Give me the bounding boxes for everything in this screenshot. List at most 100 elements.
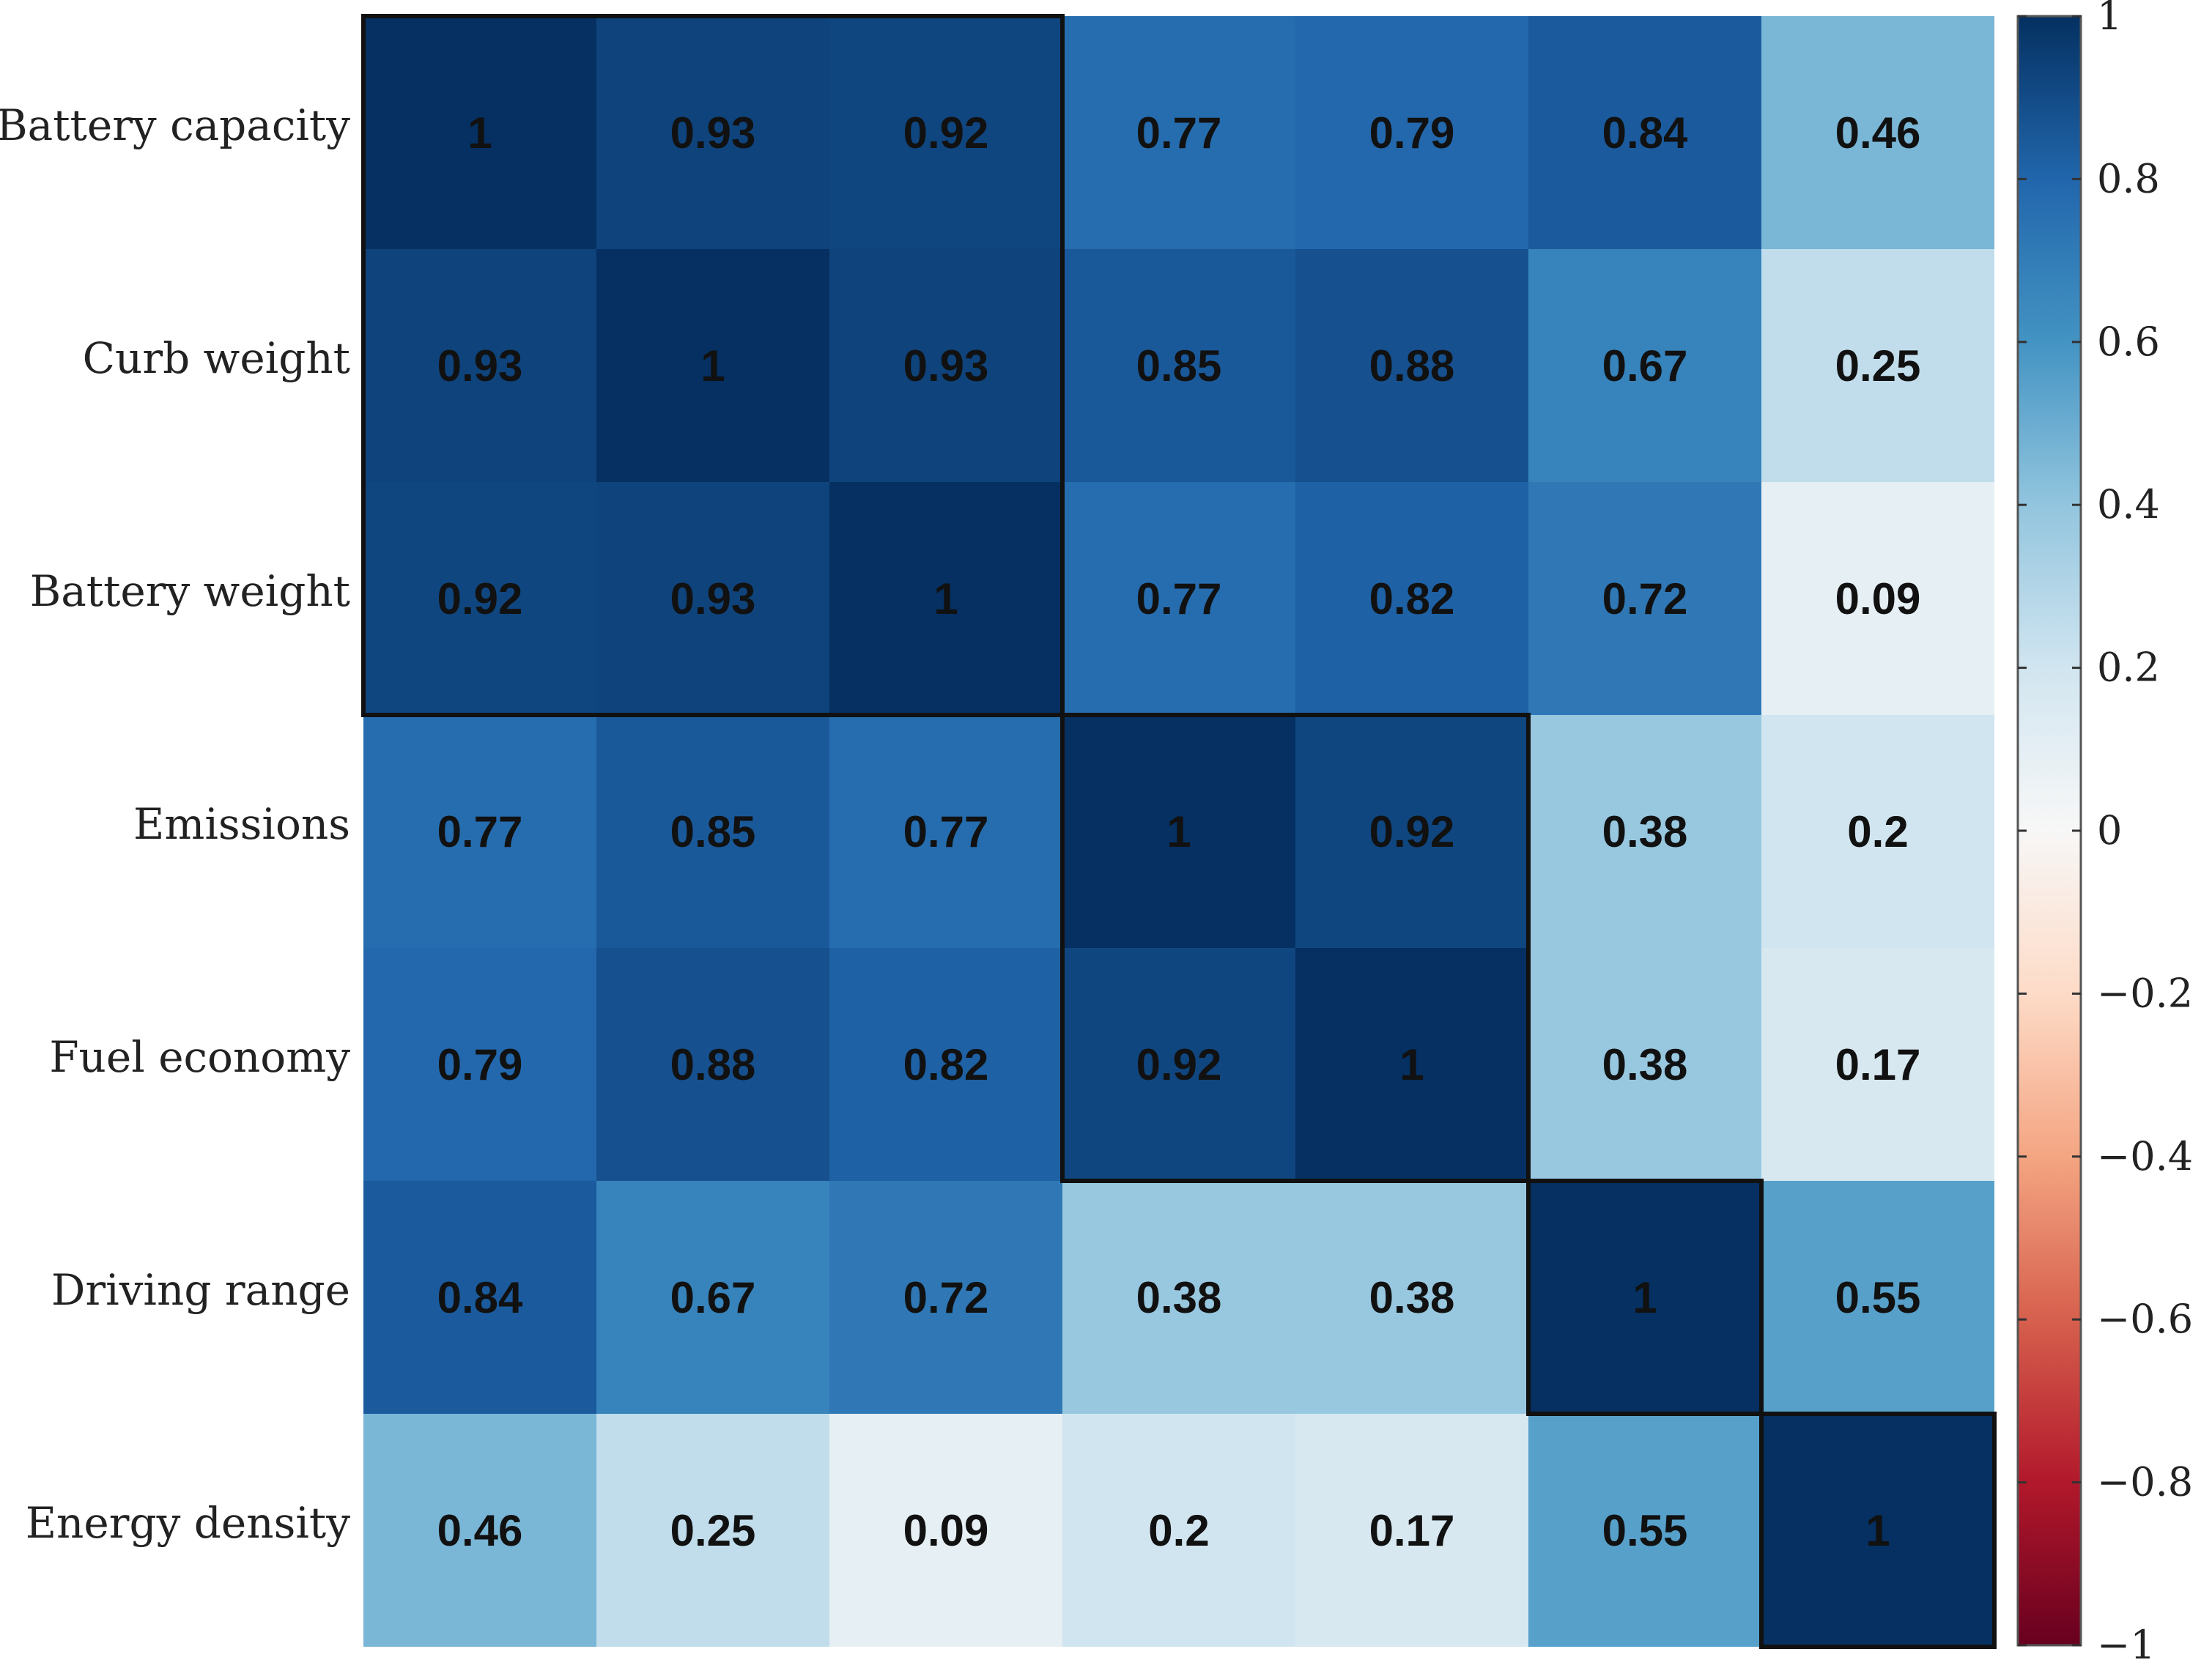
heatmap-cell-r4-c6 — [1761, 948, 1994, 1181]
cell-value-label: 0.93 — [670, 108, 756, 157]
cell-value-label: 0.82 — [903, 1040, 989, 1089]
heatmap-cell-r6-c5 — [1528, 1414, 1761, 1647]
heatmap-cell-r2-c0 — [363, 482, 596, 715]
cell-value-label: 0.17 — [1835, 1040, 1921, 1089]
heatmap-cell-r0-c0 — [363, 16, 596, 249]
cell-value-label: 0.85 — [1136, 341, 1222, 390]
heatmap-cell-r3-c2 — [829, 715, 1062, 948]
heatmap-cell-r3-c1 — [596, 715, 829, 948]
colorbar-tick-label: −0.2 — [2097, 970, 2193, 1016]
heatmap-cell-r1-c6 — [1761, 249, 1994, 482]
cell-value-label: 0.17 — [1369, 1506, 1455, 1555]
heatmap-cell-r3-c6 — [1761, 715, 1994, 948]
colorbar-tick-label: −0.4 — [2097, 1133, 2193, 1179]
heatmap-cell-r0-c5 — [1528, 16, 1761, 249]
cell-value-label: 0.93 — [670, 574, 756, 623]
heatmap-cell-labels: 1 0.93 0.92 0.77 0.79 0.84 0.46 0.93 1 0.93 0.85 0.… — [437, 108, 1921, 1555]
cluster-box-4 — [1759, 1412, 1997, 1649]
heatmap-cell-r1-c2 — [829, 249, 1062, 482]
heatmap-cell-r0-c4 — [1295, 16, 1528, 249]
colorbar-tick-label: 0.8 — [2097, 155, 2160, 201]
heatmap-cell-r3-c3 — [1062, 715, 1295, 948]
row-labels: Battery capacity Curb weight Battery weigh… — [0, 100, 350, 1548]
heatmap-cell-r6-c3 — [1062, 1414, 1295, 1647]
colorbar-tick-label: 0.2 — [2097, 645, 2160, 691]
heatmap-cell-r0-c3 — [1062, 16, 1295, 249]
cell-value-label: 0.38 — [1602, 1040, 1688, 1089]
cluster-box-3 — [1526, 1179, 1764, 1416]
cell-value-label: 0.46 — [437, 1506, 523, 1555]
cell-value-label: 0.72 — [1602, 574, 1688, 623]
cell-value-label: 0.79 — [437, 1040, 523, 1089]
row-label: Emissions — [133, 799, 350, 849]
colorbar-tick-label: −0.8 — [2097, 1459, 2193, 1505]
cell-value-label: 0.84 — [437, 1273, 523, 1322]
colorbar-tick-label: 0.4 — [2097, 481, 2160, 527]
heatmap-cell-r4-c2 — [829, 948, 1062, 1181]
cell-value-label: 0.38 — [1602, 807, 1688, 856]
heatmap-cell-r1-c1 — [596, 249, 829, 482]
heatmap-cell-r1-c0 — [363, 249, 596, 482]
cell-value-label: 0.38 — [1369, 1273, 1455, 1322]
cell-value-label: 0.77 — [1136, 574, 1222, 623]
cell-value-label: 1 — [1865, 1506, 1890, 1555]
heatmap-cell-r6-c1 — [596, 1414, 829, 1647]
heatmap-cell-r4-c4 — [1295, 948, 1528, 1181]
cell-value-label: 1 — [700, 341, 725, 390]
cell-value-label: 0.88 — [1369, 341, 1455, 390]
colorbar-tick-label: −1 — [2097, 1622, 2156, 1668]
cell-value-label: 0.2 — [1148, 1506, 1209, 1555]
colorbar-tick-label: 0 — [2097, 807, 2122, 853]
heatmap-cell-r2-c3 — [1062, 482, 1295, 715]
cell-value-label: 0.2 — [1847, 807, 1908, 856]
cell-value-label: 0.55 — [1602, 1506, 1688, 1555]
heatmap-cell-r5-c1 — [596, 1181, 829, 1414]
cell-value-label: 0.09 — [903, 1506, 989, 1555]
heatmap-cell-r2-c4 — [1295, 482, 1528, 715]
heatmap-cell-r1-c3 — [1062, 249, 1295, 482]
heatmap-cell-r5-c4 — [1295, 1181, 1528, 1414]
cell-value-label: 0.92 — [1369, 807, 1455, 856]
heatmap-cell-r5-c0 — [363, 1181, 596, 1414]
cell-value-label: 0.92 — [1136, 1040, 1222, 1089]
cluster-box-1 — [361, 14, 1065, 717]
colorbar: 1 0.8 0.6 0.4 0.2 0 −0.2 −0.4 −0.6 −0.8 −1 — [2016, 0, 2193, 1668]
heatmap-cell-r0-c2 — [829, 16, 1062, 249]
cell-value-label: 1 — [1399, 1040, 1424, 1089]
heatmap-cells — [363, 16, 1994, 1647]
heatmap-cell-r1-c5 — [1528, 249, 1761, 482]
heatmap-cell-r3-c5 — [1528, 715, 1761, 948]
row-label: Battery capacity — [0, 100, 350, 150]
cell-value-label: 0.67 — [1602, 341, 1688, 390]
heatmap-cell-r4-c1 — [596, 948, 829, 1181]
cluster-box-2 — [1060, 713, 1531, 1183]
cell-value-label: 0.82 — [1369, 574, 1455, 623]
cell-value-label: 0.84 — [1602, 108, 1688, 157]
cell-value-label: 1 — [933, 574, 958, 623]
heatmap-cell-r4-c0 — [363, 948, 596, 1181]
cell-value-label: 0.77 — [437, 807, 523, 856]
heatmap-cell-r2-c5 — [1528, 482, 1761, 715]
heatmap-cell-r5-c3 — [1062, 1181, 1295, 1414]
heatmap-cell-r5-c6 — [1761, 1181, 1994, 1414]
cell-value-label: 0.25 — [670, 1506, 756, 1555]
heatmap-cell-r5-c5 — [1528, 1181, 1761, 1414]
cell-value-label: 0.77 — [1136, 108, 1222, 157]
heatmap-cell-r6-c0 — [363, 1414, 596, 1647]
colorbar-tick-label: 1 — [2097, 0, 2122, 39]
heatmap-cell-r2-c6 — [1761, 482, 1994, 715]
heatmap-cell-r4-c5 — [1528, 948, 1761, 1181]
cell-value-label: 1 — [1166, 807, 1191, 856]
heatmap-cell-r3-c4 — [1295, 715, 1528, 948]
cell-value-label: 0.25 — [1835, 341, 1921, 390]
cell-value-label: 0.77 — [903, 807, 989, 856]
colorbar-tick-label: 0.6 — [2097, 319, 2160, 365]
heatmap-cell-r5-c2 — [829, 1181, 1062, 1414]
cell-value-label: 1 — [1632, 1273, 1657, 1322]
cell-value-label: 0.92 — [903, 108, 989, 157]
cell-value-label: 0.67 — [670, 1273, 756, 1322]
heatmap-cell-r4-c3 — [1062, 948, 1295, 1181]
cell-value-label: 0.72 — [903, 1273, 989, 1322]
